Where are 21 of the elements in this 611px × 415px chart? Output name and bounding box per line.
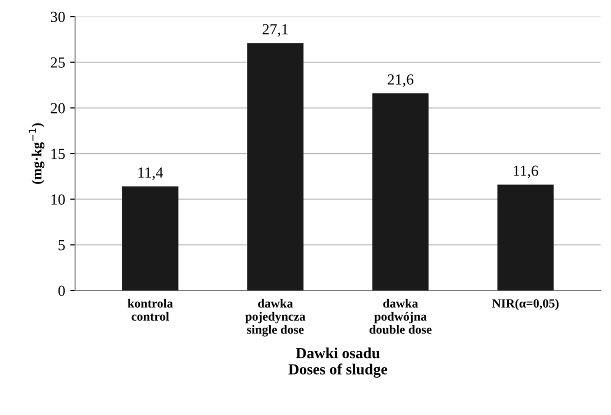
data-label: 21,6 [388,74,414,87]
data-label: 11,4 [138,168,164,180]
bar [247,43,304,290]
bar [122,186,178,290]
y-tick-label: 5 [58,240,65,250]
bar [372,93,429,290]
bar [497,184,554,290]
x-tick-label: kontrola control [128,298,173,321]
y-tick-label: 20 [50,103,65,114]
x-axis-title: Dawki osadu Doses of sludge [288,348,388,378]
x-tick-label: dawka pojedyncza single dose [245,298,306,336]
y-tick-label: 15 [51,148,65,159]
y-tick-label: 0 [58,286,65,296]
y-axis-title: (mg·kg$^{−1}$) [28,123,44,184]
data-label: 27,1 [262,24,288,37]
x-tick-label: dawka podwójna double dose [370,298,432,334]
y-tick-label: 25 [50,57,65,68]
x-tick-label: NIR(α=0,05) [492,298,559,310]
data-label: 11,6 [514,166,538,178]
y-tick-label: 10 [51,194,65,205]
y-tick-label: 30 [50,12,65,22]
